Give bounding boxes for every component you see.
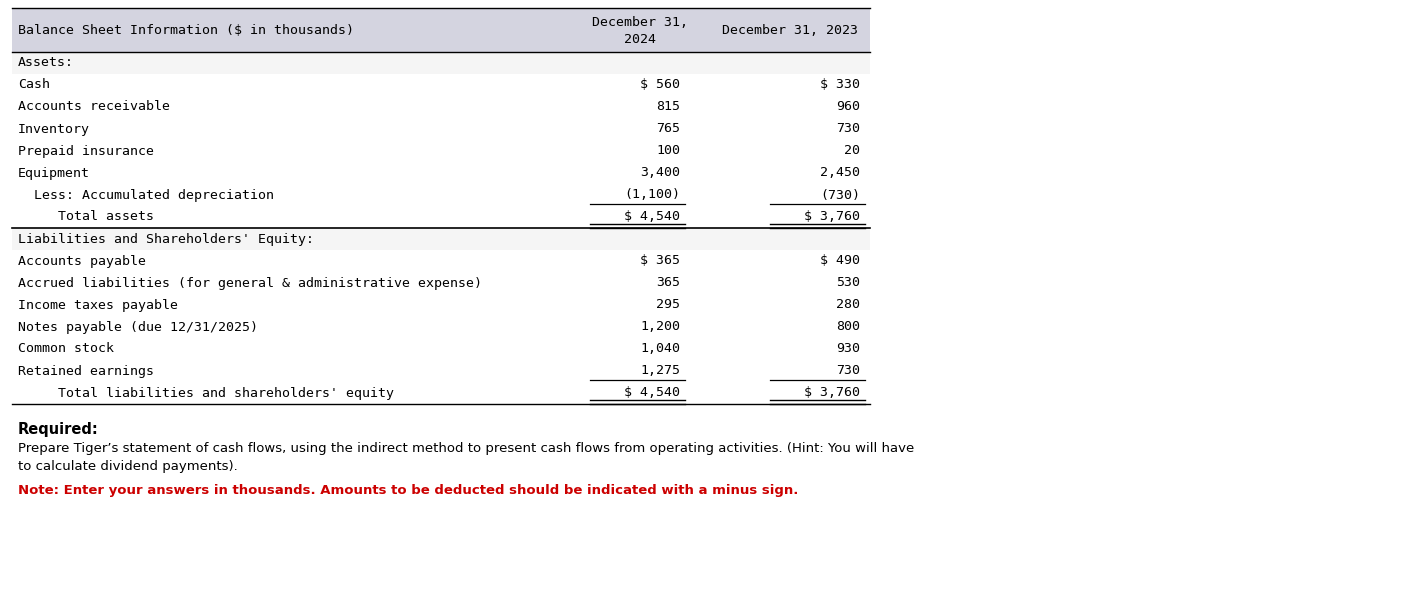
Text: Common stock: Common stock (18, 342, 114, 356)
Text: Prepaid insurance: Prepaid insurance (18, 144, 154, 158)
Text: Accounts payable: Accounts payable (18, 255, 145, 267)
Text: (1,100): (1,100) (624, 188, 680, 202)
Text: 295: 295 (656, 299, 680, 311)
Text: Total liabilities and shareholders' equity: Total liabilities and shareholders' equi… (18, 387, 394, 399)
Text: 1,275: 1,275 (641, 364, 680, 378)
Text: 3,400: 3,400 (641, 167, 680, 179)
Text: 815: 815 (656, 101, 680, 113)
Text: 20: 20 (844, 144, 859, 158)
Text: Balance Sheet Information ($ in thousands): Balance Sheet Information ($ in thousand… (18, 24, 354, 36)
Text: $ 4,540: $ 4,540 (624, 210, 680, 224)
Text: $ 560: $ 560 (641, 79, 680, 92)
Text: Accounts receivable: Accounts receivable (18, 101, 169, 113)
Text: $ 4,540: $ 4,540 (624, 387, 680, 399)
Text: 2,450: 2,450 (820, 167, 859, 179)
Text: 765: 765 (656, 122, 680, 136)
Text: (730): (730) (820, 188, 859, 202)
Text: Retained earnings: Retained earnings (18, 364, 154, 378)
Text: Less: Accumulated depreciation: Less: Accumulated depreciation (18, 188, 274, 202)
Text: $ 3,760: $ 3,760 (804, 387, 859, 399)
Text: $ 490: $ 490 (820, 255, 859, 267)
Text: December 31,: December 31, (593, 16, 689, 28)
Text: Cash: Cash (18, 79, 49, 92)
Text: 100: 100 (656, 144, 680, 158)
Text: 2024: 2024 (624, 33, 656, 46)
Text: 960: 960 (835, 101, 859, 113)
Text: 280: 280 (835, 299, 859, 311)
Text: Equipment: Equipment (18, 167, 90, 179)
Text: Accrued liabilities (for general & administrative expense): Accrued liabilities (for general & admin… (18, 276, 483, 290)
Text: 930: 930 (835, 342, 859, 356)
Text: Note: Enter your answers in thousands. Amounts to be deducted should be indicate: Note: Enter your answers in thousands. A… (18, 484, 799, 497)
Text: 800: 800 (835, 321, 859, 333)
Text: Notes payable (due 12/31/2025): Notes payable (due 12/31/2025) (18, 321, 258, 333)
Text: Prepare Tiger’s statement of cash flows, using the indirect method to present ca: Prepare Tiger’s statement of cash flows,… (18, 442, 914, 473)
Text: $ 365: $ 365 (641, 255, 680, 267)
Text: 365: 365 (656, 276, 680, 290)
Text: 530: 530 (835, 276, 859, 290)
Bar (13, 228, 871, 250)
Text: 730: 730 (835, 364, 859, 378)
Text: Required:: Required: (18, 422, 99, 437)
Text: 730: 730 (835, 122, 859, 136)
Text: Assets:: Assets: (18, 56, 73, 70)
Text: Inventory: Inventory (18, 122, 90, 136)
Bar (13, 52, 871, 74)
Text: Income taxes payable: Income taxes payable (18, 299, 178, 311)
Text: December 31, 2023: December 31, 2023 (722, 24, 858, 36)
Text: Liabilities and Shareholders' Equity:: Liabilities and Shareholders' Equity: (18, 233, 315, 245)
Text: $ 330: $ 330 (820, 79, 859, 92)
Bar (13, 8, 871, 52)
Text: 1,040: 1,040 (641, 342, 680, 356)
Text: $ 3,760: $ 3,760 (804, 210, 859, 224)
Text: 1,200: 1,200 (641, 321, 680, 333)
Text: Total assets: Total assets (18, 210, 154, 224)
